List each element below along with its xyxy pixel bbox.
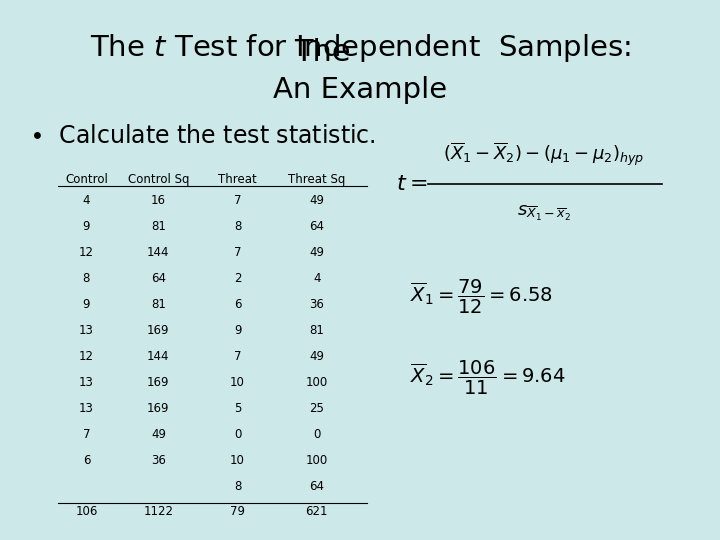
- Text: 64: 64: [310, 480, 324, 492]
- Text: 49: 49: [310, 194, 324, 207]
- Text: $\overline{X}_1 = \dfrac{79}{12} = 6.58$: $\overline{X}_1 = \dfrac{79}{12} = 6.58$: [410, 278, 553, 316]
- Text: $t = $: $t = $: [396, 173, 427, 194]
- Text: 9: 9: [234, 324, 241, 337]
- Text: 25: 25: [310, 402, 324, 415]
- Text: 4: 4: [313, 272, 320, 285]
- Text: The: The: [294, 38, 360, 67]
- Text: 4: 4: [83, 194, 90, 207]
- Text: An Example: An Example: [273, 76, 447, 104]
- Text: 8: 8: [234, 480, 241, 492]
- Text: 0: 0: [313, 428, 320, 441]
- Text: 7: 7: [234, 194, 241, 207]
- Text: $s_{\overline{X}_1 - \overline{x}_2}$: $s_{\overline{X}_1 - \overline{x}_2}$: [517, 204, 570, 223]
- Text: 49: 49: [310, 350, 324, 363]
- Text: 106: 106: [75, 505, 98, 518]
- Text: 8: 8: [234, 220, 241, 233]
- Text: 6: 6: [234, 298, 241, 311]
- Text: 49: 49: [310, 246, 324, 259]
- Text: 13: 13: [79, 402, 94, 415]
- Text: 9: 9: [83, 220, 90, 233]
- Text: 12: 12: [79, 350, 94, 363]
- Text: 7: 7: [234, 350, 241, 363]
- Text: 169: 169: [147, 324, 170, 337]
- Text: The $\mathit{t}$ Test for Independent  Samples:: The $\mathit{t}$ Test for Independent Sa…: [89, 32, 631, 64]
- Text: Control: Control: [65, 173, 108, 186]
- Text: 100: 100: [306, 376, 328, 389]
- Text: 36: 36: [151, 454, 166, 467]
- Text: 1122: 1122: [143, 505, 174, 518]
- Text: 12: 12: [79, 246, 94, 259]
- Text: 621: 621: [305, 505, 328, 518]
- Text: 64: 64: [310, 220, 324, 233]
- Text: 5: 5: [234, 402, 241, 415]
- Text: 16: 16: [151, 194, 166, 207]
- Text: 6: 6: [83, 454, 90, 467]
- Text: 64: 64: [151, 272, 166, 285]
- Text: 10: 10: [230, 376, 245, 389]
- Text: 79: 79: [230, 505, 245, 518]
- Text: 169: 169: [147, 376, 170, 389]
- Text: 13: 13: [79, 376, 94, 389]
- Text: 144: 144: [147, 350, 170, 363]
- Text: 144: 144: [147, 246, 170, 259]
- Text: $\bullet$  Calculate the test statistic.: $\bullet$ Calculate the test statistic.: [29, 124, 376, 148]
- Text: 169: 169: [147, 402, 170, 415]
- Text: 7: 7: [234, 246, 241, 259]
- Text: 10: 10: [230, 454, 245, 467]
- Text: 0: 0: [234, 428, 241, 441]
- Text: Threat Sq: Threat Sq: [288, 173, 346, 186]
- Text: 36: 36: [310, 298, 324, 311]
- Text: $\overline{X}_2 = \dfrac{106}{11} = 9.64$: $\overline{X}_2 = \dfrac{106}{11} = 9.64…: [410, 359, 566, 397]
- Text: 81: 81: [151, 298, 166, 311]
- Text: 13: 13: [79, 324, 94, 337]
- Text: 9: 9: [83, 298, 90, 311]
- Text: Threat: Threat: [218, 173, 257, 186]
- Text: 49: 49: [151, 428, 166, 441]
- Text: Control Sq: Control Sq: [127, 173, 189, 186]
- Text: 2: 2: [234, 272, 241, 285]
- Text: 7: 7: [83, 428, 90, 441]
- Text: 81: 81: [310, 324, 324, 337]
- Text: $(\overline{X}_1 - \overline{X}_2) - (\mu_1 - \mu_2)_{hyp}$: $(\overline{X}_1 - \overline{X}_2) - (\m…: [443, 140, 644, 168]
- Text: 81: 81: [151, 220, 166, 233]
- Text: 8: 8: [83, 272, 90, 285]
- Text: 100: 100: [306, 454, 328, 467]
